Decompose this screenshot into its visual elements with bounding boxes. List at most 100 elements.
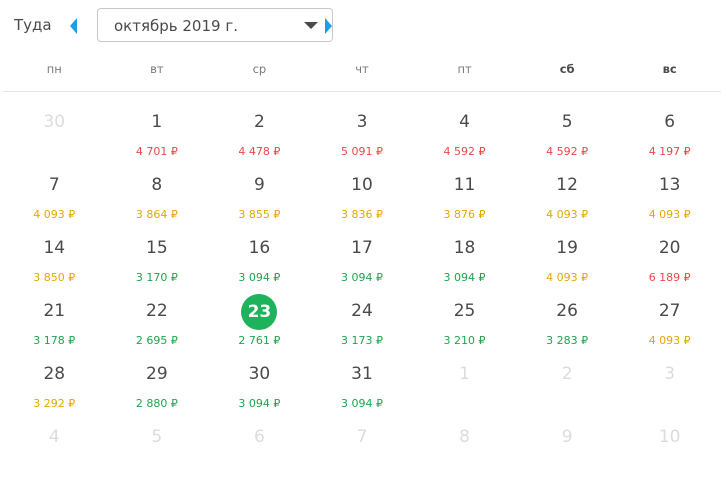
day-price: 3 094 ₽ — [443, 271, 486, 284]
day-cell[interactable]: 8 3 864 ₽ — [106, 165, 209, 225]
day-price: 5 091 ₽ — [340, 145, 383, 158]
day-number: 14 — [43, 238, 66, 258]
direction-label: Туда — [14, 16, 52, 34]
calendar-header: Туда октябрь 2019 г. — [0, 0, 726, 52]
weekday-label: чт — [355, 62, 369, 76]
chevron-down-icon — [304, 22, 318, 29]
day-cell[interactable]: 25 3 210 ₽ — [413, 291, 516, 351]
day-number: 12 — [556, 175, 578, 195]
day-price: 4 478 ₽ — [238, 145, 281, 158]
day-number: 4 — [459, 112, 470, 132]
day-number: 16 — [248, 238, 271, 258]
day-cell[interactable]: 14 3 850 ₽ — [3, 228, 106, 288]
day-number: 20 — [658, 238, 681, 258]
day-number: 19 — [556, 238, 578, 258]
day-number: 2 — [253, 112, 265, 132]
day-number: 1 — [151, 112, 163, 132]
day-number: 2 — [561, 364, 573, 384]
day-cell[interactable]: 20 6 189 ₽ — [618, 228, 721, 288]
weekday-label: ср — [252, 62, 267, 76]
weekday-label: вт — [150, 62, 164, 76]
day-number: 18 — [453, 238, 476, 258]
day-cell[interactable]: 13 4 093 ₽ — [618, 165, 721, 225]
day-price: 3 876 ₽ — [443, 208, 486, 221]
day-number: 7 — [48, 175, 60, 195]
day-cell[interactable]: 11 3 876 ₽ — [413, 165, 516, 225]
day-cell[interactable]: 26 3 283 ₽ — [516, 291, 619, 351]
day-price: 3 094 ₽ — [340, 271, 383, 284]
day-number: 1 — [459, 364, 470, 384]
day-number: 21 — [43, 301, 66, 321]
day-cell[interactable]: 22 2 695 ₽ — [106, 291, 209, 351]
day-cell[interactable]: 2 4 478 ₽ — [208, 102, 311, 162]
day-cell[interactable]: 12 4 093 ₽ — [516, 165, 619, 225]
day-price: 3 283 ₽ — [546, 334, 589, 347]
day-price: 2 880 ₽ — [135, 397, 178, 410]
day-cell[interactable]: 7 4 093 ₽ — [3, 165, 106, 225]
day-cell: 6 — [208, 417, 311, 477]
arrow-left-icon[interactable] — [68, 16, 80, 36]
day-cell: 8 — [413, 417, 516, 477]
month-select[interactable]: октябрь 2019 г. — [97, 8, 333, 42]
day-price: 3 292 ₽ — [33, 397, 76, 410]
day-price: 3 210 ₽ — [443, 334, 486, 347]
day-cell: 10 — [618, 417, 721, 477]
day-number: 15 — [146, 238, 168, 258]
day-cell[interactable]: 9 3 855 ₽ — [208, 165, 311, 225]
weekday-label: пт — [457, 62, 472, 76]
day-number: 31 — [351, 364, 373, 384]
day-price: 4 701 ₽ — [135, 145, 178, 158]
day-cell[interactable]: 17 3 094 ₽ — [311, 228, 414, 288]
day-number: 30 — [43, 112, 66, 132]
day-cell[interactable]: 21 3 178 ₽ — [3, 291, 106, 351]
day-cell[interactable]: 16 3 094 ₽ — [208, 228, 311, 288]
weekday-label: сб — [559, 62, 575, 76]
day-number: 9 — [561, 427, 573, 447]
day-cell[interactable]: 6 4 197 ₽ — [618, 102, 721, 162]
day-price: 3 855 ₽ — [238, 208, 281, 221]
divider — [3, 91, 721, 92]
day-cell-selected[interactable]: 23 2 761 ₽ — [208, 291, 311, 351]
day-cell[interactable]: 10 3 836 ₽ — [311, 165, 414, 225]
day-number: 5 — [151, 427, 163, 447]
day-price: 3 864 ₽ — [135, 208, 178, 221]
day-cell[interactable]: 4 4 592 ₽ — [413, 102, 516, 162]
day-cell[interactable]: 15 3 170 ₽ — [106, 228, 209, 288]
day-price: 4 093 ₽ — [546, 208, 589, 221]
day-price: 2 761 ₽ — [238, 334, 281, 347]
day-cell[interactable]: 5 4 592 ₽ — [516, 102, 619, 162]
day-number: 27 — [658, 301, 681, 321]
day-cell[interactable]: 19 4 093 ₽ — [516, 228, 619, 288]
day-number: 23 — [241, 294, 278, 330]
day-cell[interactable]: 27 4 093 ₽ — [618, 291, 721, 351]
day-number: 25 — [453, 301, 476, 321]
day-number: 8 — [459, 427, 470, 447]
day-number: 4 — [48, 427, 60, 447]
day-price: 3 178 ₽ — [33, 334, 76, 347]
day-number: 3 — [664, 364, 676, 384]
day-number: 10 — [351, 175, 373, 195]
day-price: 3 094 ₽ — [238, 397, 281, 410]
day-price: 3 836 ₽ — [340, 208, 383, 221]
day-cell[interactable]: 3 5 091 ₽ — [311, 102, 414, 162]
day-price: 3 094 ₽ — [340, 397, 383, 410]
day-cell[interactable]: 1 4 701 ₽ — [106, 102, 209, 162]
day-cell[interactable]: 18 3 094 ₽ — [413, 228, 516, 288]
day-price: 3 170 ₽ — [135, 271, 178, 284]
day-cell[interactable]: 29 2 880 ₽ — [106, 354, 209, 414]
day-cell: 1 — [413, 354, 516, 414]
day-price: 4 093 ₽ — [33, 208, 76, 221]
day-cell[interactable]: 31 3 094 ₽ — [311, 354, 414, 414]
calendar-grid: 30 1 4 701 ₽2 4 478 ₽3 5 091 ₽4 4 592 ₽5 4 592… — [3, 102, 721, 480]
day-cell[interactable]: 28 3 292 ₽ — [3, 354, 106, 414]
weekday-header-row: пн вт ср чт пт сб вс — [3, 62, 721, 92]
day-cell[interactable]: 24 3 173 ₽ — [311, 291, 414, 351]
day-price: 4 592 ₽ — [546, 145, 589, 158]
day-price: 4 093 ₽ — [546, 271, 589, 284]
day-cell: 3 — [618, 354, 721, 414]
day-cell: 4 — [3, 417, 106, 477]
day-cell[interactable]: 30 3 094 ₽ — [208, 354, 311, 414]
day-number: 5 — [561, 112, 573, 132]
arrow-right-icon[interactable] — [322, 16, 334, 36]
weekday-label: вс — [662, 62, 677, 76]
